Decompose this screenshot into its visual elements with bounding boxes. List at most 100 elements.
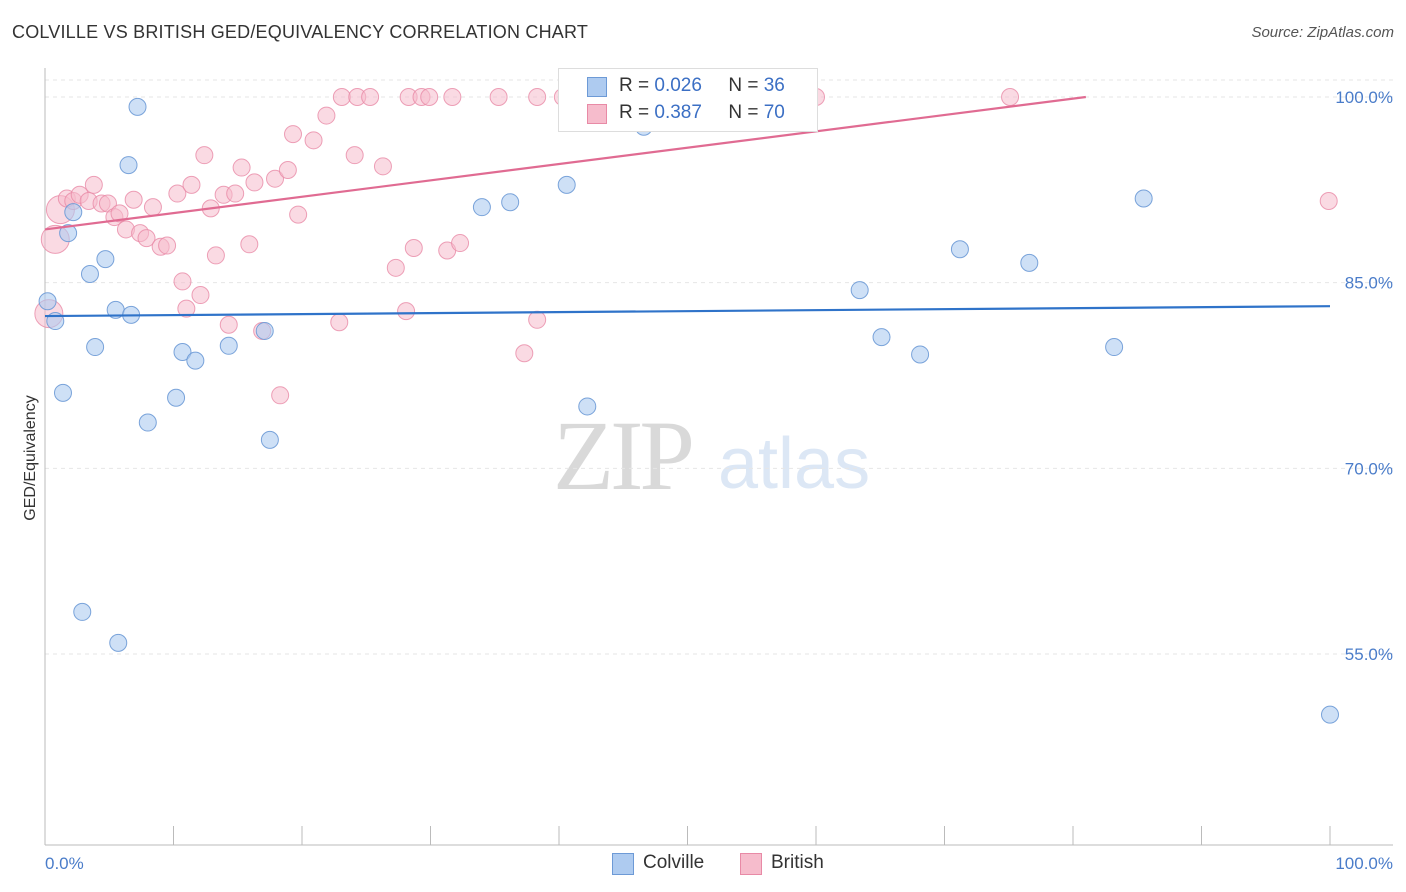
british-point [404, 239, 423, 258]
colville-point [59, 224, 78, 243]
british-point [182, 175, 201, 194]
british-point [304, 131, 323, 150]
british-point [1001, 88, 1020, 106]
british-point [386, 258, 405, 277]
british-point [373, 157, 392, 176]
colville-point [138, 413, 157, 432]
tick-labels: 55.0% 70.0% 85.0% 100.0% 0.0% 100.0% [45, 88, 1393, 873]
british-bottom-swatch [740, 853, 762, 875]
colville-point [86, 338, 105, 357]
colville-point [1105, 338, 1124, 357]
colville-point [501, 193, 520, 212]
british-point [420, 88, 439, 106]
british-point [289, 205, 308, 224]
british-legend-row: R = 0.387 N = 70 [619, 102, 785, 124]
british-point [266, 169, 285, 188]
british-point [195, 146, 214, 165]
british-r-label: R = [619, 102, 650, 123]
colville-r-label: R = [619, 75, 650, 96]
british-point [443, 88, 462, 106]
british-point [397, 302, 416, 321]
y-tick-label: 100.0% [1335, 88, 1393, 107]
british-r-value: 0.387 [654, 102, 702, 123]
colville-legend-row: R = 0.026 N = 36 [619, 75, 785, 97]
colville-point [53, 383, 72, 402]
colville-point [260, 430, 279, 449]
colville-point [38, 292, 57, 311]
british-trend-line [44, 95, 1086, 231]
colville-point [578, 397, 597, 416]
colville-point [1134, 189, 1153, 208]
x-tick-label-max: 100.0% [1335, 854, 1393, 873]
british-point [124, 190, 143, 209]
source-label: Source: ZipAtlas.com [1251, 24, 1394, 41]
colville-point [73, 602, 92, 621]
y-tick-label: 55.0% [1345, 645, 1393, 664]
british-point [278, 161, 297, 180]
british-point [226, 184, 245, 203]
colville-point [128, 97, 147, 116]
british-point [271, 386, 290, 405]
colville-point [64, 203, 83, 222]
british-n-value: 70 [763, 102, 785, 123]
chart-title: COLVILLE VS BRITISH GED/EQUIVALENCY CORR… [12, 22, 589, 42]
colville-n-label: N = [728, 75, 759, 96]
colville-bottom-swatch [612, 853, 634, 875]
colville-point [80, 265, 99, 284]
british-points [34, 88, 1338, 405]
colville-point [96, 250, 115, 269]
british-point [173, 272, 192, 291]
british-legend-swatch [587, 104, 607, 124]
british-point [168, 184, 187, 203]
british-point [330, 313, 349, 332]
british-point [191, 286, 210, 305]
y-axis-label: GED/Equivalency [22, 395, 39, 520]
colville-point [186, 351, 205, 370]
british-point [158, 236, 177, 255]
british-point [515, 344, 534, 363]
colville-trend-line [44, 305, 1331, 318]
british-point [528, 310, 547, 329]
british-point [284, 125, 303, 144]
british-point [451, 234, 470, 253]
colville-points [38, 88, 1339, 724]
british-point [528, 88, 547, 106]
colville-legend-swatch [587, 77, 607, 97]
colville-r-value: 0.026 [654, 75, 702, 96]
colville-point [911, 345, 930, 364]
british-point [143, 198, 162, 217]
colville-point [850, 281, 869, 300]
colville-n-value: 36 [763, 75, 785, 96]
correlation-legend: R = 0.026 N = 36 R = 0.387 N = 70 [558, 68, 818, 132]
british-point [361, 88, 380, 106]
british-point [345, 146, 364, 165]
british-point [110, 204, 129, 223]
british-point [137, 229, 156, 248]
british-point [177, 299, 196, 318]
british-point [245, 173, 264, 192]
colville-point [950, 240, 969, 259]
british-point [84, 175, 103, 194]
axes [44, 68, 1393, 846]
british-point [489, 88, 508, 106]
colville-point [1321, 705, 1339, 724]
x-tick-label-min: 0.0% [45, 854, 84, 873]
colville-point [219, 336, 238, 355]
colville-point [872, 328, 891, 347]
colville-bottom-label: Colville [643, 852, 705, 873]
colville-point [109, 633, 128, 652]
colville-point [173, 342, 192, 361]
british-point [219, 315, 238, 334]
watermark-atlas: atlas [718, 424, 871, 504]
colville-point [167, 388, 186, 407]
british-n-label: N = [728, 102, 759, 123]
colville-point [557, 175, 576, 194]
y-tick-label: 70.0% [1345, 459, 1393, 478]
british-point [240, 235, 259, 254]
british-bottom-label: British [771, 852, 824, 873]
colville-point [472, 198, 491, 217]
watermark-zip: ZIP [553, 400, 695, 511]
colville-point [119, 156, 138, 175]
british-point [206, 246, 225, 265]
